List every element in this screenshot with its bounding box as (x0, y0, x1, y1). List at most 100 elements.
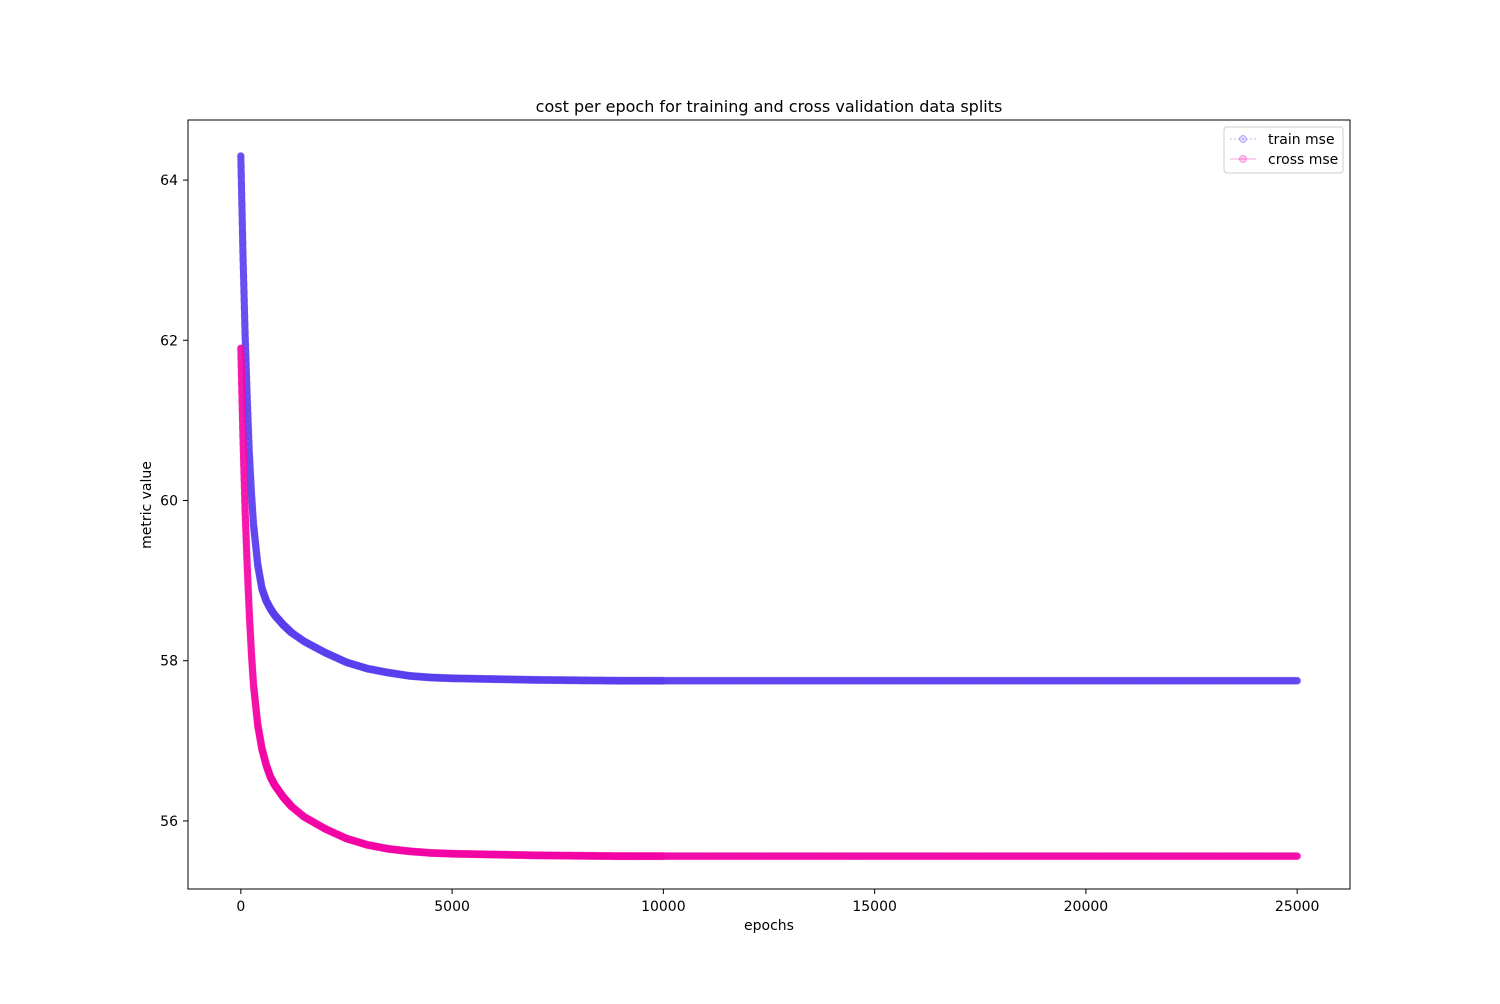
data-point-train-mse (266, 604, 275, 613)
data-point-cross-mse (292, 806, 301, 815)
data-point-train-mse (417, 672, 426, 681)
data-point-train-mse (559, 676, 568, 685)
data-point-train-mse (677, 676, 686, 685)
data-point-cross-mse (245, 603, 254, 612)
data-point-train-mse (631, 676, 640, 685)
data-point-train-mse (825, 676, 833, 685)
data-point-cross-mse (293, 807, 302, 816)
data-point-train-mse (379, 667, 388, 676)
data-point-train-mse (248, 504, 257, 513)
data-point-train-mse (921, 676, 930, 685)
data-point-train-mse (1075, 676, 1084, 685)
data-point-train-mse (632, 676, 641, 685)
data-point-train-mse (672, 676, 681, 685)
data-point-train-mse (486, 675, 495, 684)
data-point-train-mse (267, 606, 276, 615)
data-point-cross-mse (258, 745, 267, 754)
data-point-train-mse (472, 674, 481, 683)
data-point-train-mse (257, 583, 266, 592)
data-point-cross-mse (260, 755, 269, 764)
data-point-train-mse (294, 633, 303, 642)
data-point-train-mse (585, 676, 594, 685)
data-point-train-mse (466, 674, 475, 683)
data-point-train-mse (277, 618, 286, 627)
data-point-train-mse (1115, 676, 1124, 685)
data-point-train-mse (728, 676, 737, 685)
data-point-cross-mse (272, 783, 281, 792)
data-point-cross-mse (263, 765, 272, 774)
data-point-train-mse (377, 667, 386, 676)
data-point-cross-mse (246, 632, 255, 641)
data-point-cross-mse (265, 770, 274, 779)
data-point-cross-mse (244, 589, 253, 598)
data-point-train-mse (240, 304, 249, 313)
data-point-train-mse (1105, 676, 1114, 685)
data-point-train-mse (260, 592, 269, 601)
data-point-train-mse (639, 676, 648, 685)
data-point-train-mse (249, 522, 258, 531)
data-point-train-mse (1144, 676, 1153, 685)
data-point-train-mse (570, 676, 579, 685)
data-point-train-mse (385, 668, 394, 677)
data-point-train-mse (421, 673, 430, 682)
data-point-cross-mse (243, 565, 252, 574)
data-point-train-mse (269, 609, 278, 618)
data-point-cross-mse (276, 789, 285, 798)
data-point-cross-mse (274, 785, 282, 794)
data-point-cross-mse (249, 684, 258, 693)
data-point-train-mse (532, 675, 541, 684)
data-point-train-mse (285, 627, 294, 636)
data-point-train-mse (616, 676, 625, 685)
data-point-train-mse (970, 676, 979, 685)
data-point-train-mse (696, 676, 705, 685)
data-point-train-mse (933, 676, 942, 685)
data-point-train-mse (1178, 676, 1187, 685)
data-point-cross-mse (251, 700, 260, 709)
data-point-train-mse (280, 621, 289, 630)
data-point-train-mse (787, 676, 796, 685)
data-point-cross-mse (297, 810, 306, 819)
data-point-train-mse (383, 668, 392, 677)
data-point-train-mse (1021, 676, 1030, 685)
data-point-cross-mse (263, 764, 272, 773)
data-point-cross-mse (239, 461, 248, 470)
data-point-train-mse (1196, 676, 1205, 685)
data-point-train-mse (264, 600, 273, 609)
data-point-train-mse (316, 646, 325, 655)
data-point-train-mse (293, 632, 302, 641)
data-point-cross-mse (274, 785, 283, 794)
data-point-train-mse (259, 587, 267, 596)
data-point-train-mse (424, 673, 433, 682)
data-point-train-mse (469, 674, 478, 683)
data-point-train-mse (1283, 676, 1292, 685)
data-point-train-mse (259, 588, 268, 597)
data-point-train-mse (1022, 676, 1031, 685)
data-point-train-mse (1274, 676, 1283, 685)
data-point-train-mse (283, 625, 292, 634)
legend-cross-label: cross mse (1268, 152, 1338, 168)
data-point-cross-mse (269, 779, 278, 788)
data-point-train-mse (404, 671, 413, 680)
data-point-train-mse (1256, 676, 1264, 685)
data-point-train-mse (268, 607, 277, 616)
data-point-train-mse (617, 676, 626, 685)
data-point-train-mse (590, 676, 599, 685)
data-point-train-mse (419, 672, 428, 681)
data-point-train-mse (281, 622, 290, 631)
data-point-train-mse (277, 618, 286, 627)
data-point-train-mse (282, 623, 291, 632)
data-point-train-mse (301, 638, 310, 647)
data-point-train-mse (1076, 676, 1085, 685)
data-point-train-mse (286, 627, 295, 636)
data-point-train-mse (326, 651, 335, 659)
data-point-train-mse (274, 615, 283, 624)
data-point-train-mse (1190, 676, 1199, 685)
data-point-train-mse (336, 655, 345, 664)
data-point-train-mse (287, 628, 296, 637)
data-point-train-mse (814, 676, 823, 685)
data-point-train-mse (305, 640, 314, 649)
data-point-cross-mse (248, 661, 257, 670)
data-point-cross-mse (240, 497, 249, 506)
data-point-cross-mse (238, 414, 247, 423)
data-point-train-mse (362, 664, 371, 673)
